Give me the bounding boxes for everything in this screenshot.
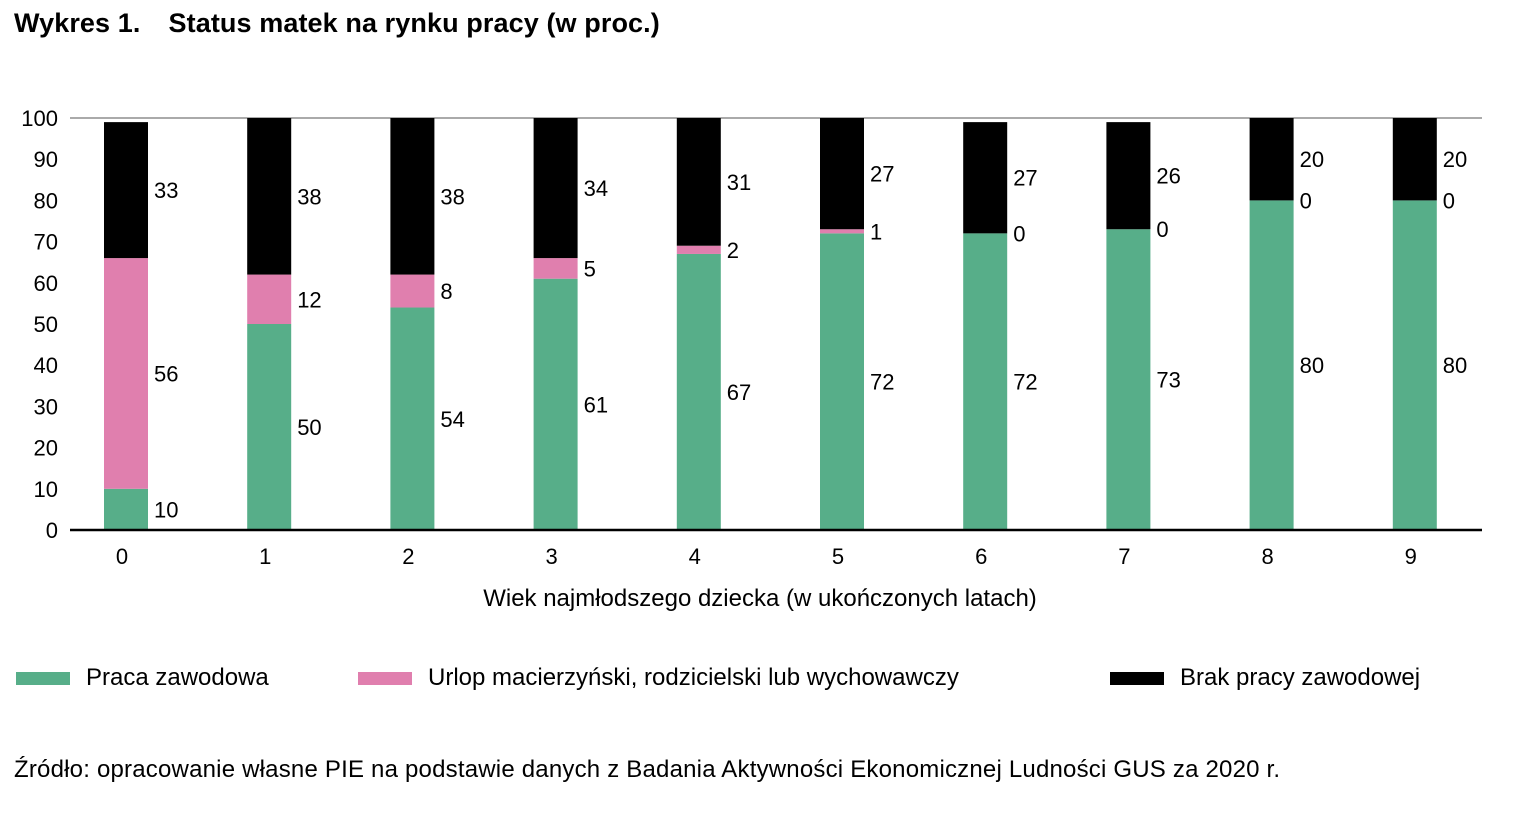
bar-segment (390, 118, 435, 275)
data-label: 61 (584, 392, 608, 417)
y-tick-label: 20 (34, 436, 58, 461)
bar-segment (104, 122, 148, 259)
bar-segment (963, 122, 1008, 234)
data-label: 80 (1443, 353, 1467, 378)
y-tick-label: 0 (46, 518, 58, 543)
bar-segment (1249, 118, 1294, 201)
data-label: 10 (154, 497, 178, 522)
x-tick-label: 9 (1405, 544, 1417, 569)
legend-swatch-brak (1110, 671, 1164, 685)
data-label: 50 (297, 415, 321, 440)
source-note: Źródło: opracowanie własne PIE na podsta… (14, 756, 1281, 783)
y-tick-label: 40 (34, 353, 58, 378)
bar-segment (247, 118, 292, 275)
x-tick-label: 1 (259, 544, 271, 569)
data-label: 27 (870, 162, 894, 187)
legend-label-brak: Brak pracy zawodowej (1180, 664, 1421, 691)
data-label: 0 (1300, 188, 1312, 213)
x-tick-label: 5 (832, 544, 844, 569)
y-tick-label: 70 (34, 230, 58, 255)
data-label: 8 (440, 279, 452, 304)
data-label: 56 (154, 361, 178, 386)
legend-item-urlop: Urlop macierzyński, rodzicielski lub wyc… (358, 664, 959, 692)
legend-item-brak: Brak pracy zawodowej (1110, 664, 1420, 692)
x-tick-label: 0 (116, 544, 128, 569)
x-tick-label: 4 (689, 544, 701, 569)
x-axis-title: Wiek najmłodszego dziecka (w ukończonych… (483, 585, 1037, 612)
legend-label-urlop: Urlop macierzyński, rodzicielski lub wyc… (428, 664, 959, 691)
bar-segment (820, 118, 864, 230)
y-tick-label: 80 (34, 188, 58, 213)
data-label: 1 (870, 219, 882, 244)
data-label: 31 (727, 170, 751, 195)
data-label: 5 (584, 256, 596, 281)
y-tick-label: 30 (34, 394, 58, 419)
data-label: 80 (1300, 353, 1324, 378)
bar-segment (676, 253, 721, 530)
data-label: 72 (1013, 370, 1037, 395)
bar-segment (676, 245, 721, 254)
bar-segment (533, 118, 578, 259)
data-label: 2 (727, 238, 739, 263)
x-tick-label: 6 (975, 544, 987, 569)
chart-number: Wykres 1. (14, 8, 141, 38)
data-label: 54 (440, 407, 464, 432)
data-label: 20 (1300, 147, 1324, 172)
x-tick-label: 7 (1118, 544, 1130, 569)
data-label: 33 (154, 178, 178, 203)
legend-swatch-praca (16, 671, 70, 685)
bar-segment (390, 274, 435, 308)
bar-segment (533, 278, 578, 530)
data-label: 34 (584, 176, 608, 201)
x-tick-label: 8 (1261, 544, 1273, 569)
data-label: 38 (297, 184, 321, 209)
bar-segment (1392, 200, 1437, 530)
data-label: 27 (1013, 166, 1037, 191)
data-label: 72 (870, 370, 894, 395)
data-label: 20 (1443, 147, 1467, 172)
bar-segment (390, 307, 435, 530)
bar-segment (247, 324, 292, 530)
y-tick-label: 100 (21, 106, 58, 131)
y-tick-label: 50 (34, 312, 58, 337)
legend-label-praca: Praca zawodowa (86, 664, 269, 691)
bar-segment (676, 118, 721, 246)
x-tick-label: 2 (402, 544, 414, 569)
data-label: 12 (297, 287, 321, 312)
bar-segment (963, 233, 1008, 531)
data-label: 38 (440, 184, 464, 209)
legend-swatch-urlop (358, 671, 412, 685)
bar-segment (1249, 200, 1294, 530)
legend: Praca zawodowa Urlop macierzyński, rodzi… (0, 664, 1524, 700)
data-label: 0 (1013, 221, 1025, 246)
data-label: 73 (1156, 368, 1180, 393)
bar-segment (533, 258, 578, 279)
y-tick-label: 60 (34, 271, 58, 296)
data-label: 26 (1156, 164, 1180, 189)
y-tick-label: 10 (34, 477, 58, 502)
chart-title: Wykres 1. Status matek na rynku pracy (w … (14, 8, 660, 39)
stacked-bar-chart: 0102030405060708090100105633050123815483… (21, 106, 1482, 612)
bar-segment (247, 274, 292, 324)
bar-segment (104, 258, 148, 489)
bar-segment (1106, 122, 1151, 230)
bar-segment (104, 488, 148, 530)
bar-segment (820, 229, 864, 234)
data-label: 0 (1156, 217, 1168, 242)
data-label: 67 (727, 380, 751, 405)
bar-segment (820, 233, 864, 531)
bar-segment (1392, 118, 1437, 201)
data-label: 0 (1443, 188, 1455, 213)
y-tick-label: 90 (34, 147, 58, 172)
chart-title-text: Status matek na rynku pracy (w proc.) (168, 8, 660, 38)
bar-segment (1106, 229, 1151, 531)
x-tick-label: 3 (545, 544, 557, 569)
legend-item-praca: Praca zawodowa (16, 664, 269, 692)
